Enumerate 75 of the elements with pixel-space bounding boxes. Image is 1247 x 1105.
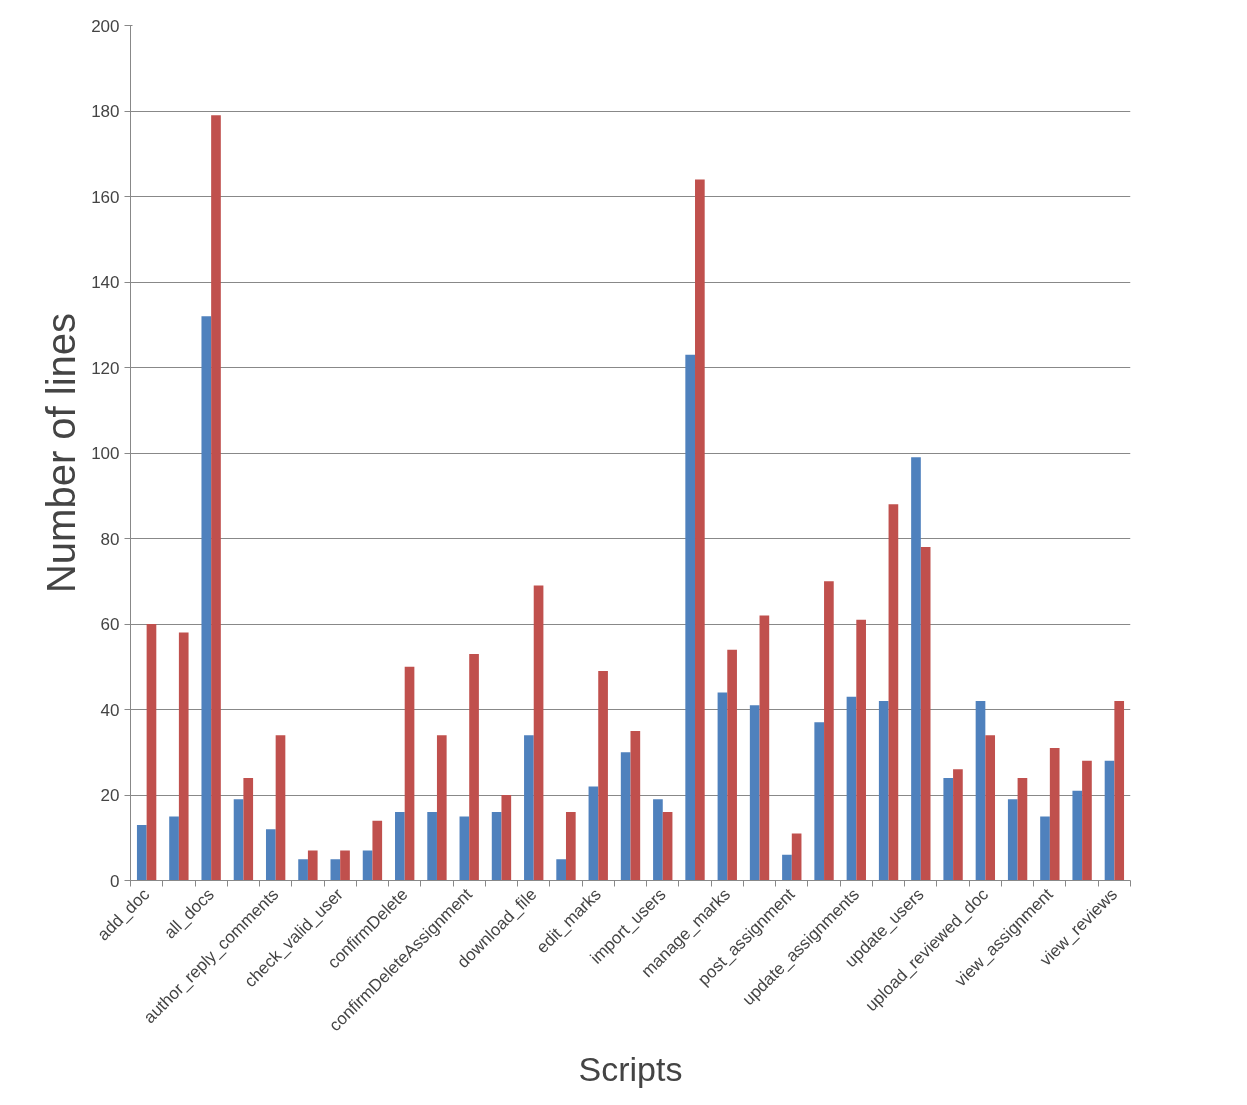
bar (211, 115, 221, 881)
y-tick-label: 80 (100, 529, 120, 549)
bar (233, 799, 244, 881)
bar (749, 705, 760, 881)
bar (953, 769, 963, 881)
bar (427, 812, 437, 881)
y-tick-label: 20 (100, 786, 120, 805)
bar (975, 700, 986, 881)
bar (685, 354, 696, 881)
bar (265, 829, 276, 881)
bar (717, 692, 728, 881)
bar (782, 854, 792, 881)
bar (1017, 777, 1028, 881)
bar (524, 735, 534, 881)
bar (598, 671, 608, 881)
bar (298, 859, 308, 881)
bar (1114, 700, 1125, 881)
y-tick-label: 0 (110, 871, 120, 891)
bar (275, 735, 286, 881)
bar (1072, 790, 1083, 881)
bar (201, 316, 212, 881)
bar (146, 624, 157, 881)
y-tick-label: 140 (91, 273, 120, 292)
bar (136, 824, 147, 881)
bar (362, 850, 373, 881)
bar (695, 179, 705, 881)
bar (1104, 760, 1115, 881)
bar (759, 615, 770, 881)
y-tick-label: 160 (91, 187, 120, 207)
bar (814, 722, 825, 881)
bar (340, 850, 350, 881)
bar (943, 777, 954, 881)
bar (630, 730, 641, 881)
bar (824, 581, 834, 881)
bar (330, 859, 341, 881)
bar (469, 653, 479, 881)
bar (178, 632, 189, 881)
bar (846, 696, 857, 881)
bar (565, 812, 576, 881)
bar (653, 799, 663, 881)
bar (911, 457, 921, 881)
bar (1040, 816, 1050, 881)
bar (588, 786, 599, 881)
bar (491, 812, 502, 881)
bar (169, 816, 179, 881)
bar (727, 649, 737, 881)
bar (620, 752, 631, 881)
y-tick-label: 200 (91, 16, 120, 36)
bar (878, 700, 889, 881)
y-tick-label: 120 (91, 358, 120, 378)
y-tick-label: 100 (91, 444, 120, 463)
bar (436, 735, 447, 881)
bar (395, 812, 405, 881)
y-tick-label: 180 (91, 102, 120, 121)
bar (888, 504, 899, 881)
bar (791, 833, 802, 881)
bar (1082, 760, 1092, 881)
y-tick-label: 60 (100, 615, 120, 634)
bar (662, 812, 673, 881)
bar (372, 820, 383, 881)
y-axis-title: Number of lines (39, 312, 84, 594)
bar (243, 777, 254, 881)
bar (307, 850, 318, 881)
bar (1007, 799, 1018, 881)
bar (856, 619, 866, 881)
x-axis-title: Scripts (578, 1049, 683, 1088)
bar (985, 735, 996, 881)
bar (556, 859, 566, 881)
bar (404, 666, 415, 881)
y-tick-label: 40 (100, 700, 120, 720)
bar (501, 795, 512, 881)
bar (920, 547, 931, 881)
bar (1049, 747, 1060, 881)
bar (459, 816, 470, 881)
bar (533, 585, 544, 881)
